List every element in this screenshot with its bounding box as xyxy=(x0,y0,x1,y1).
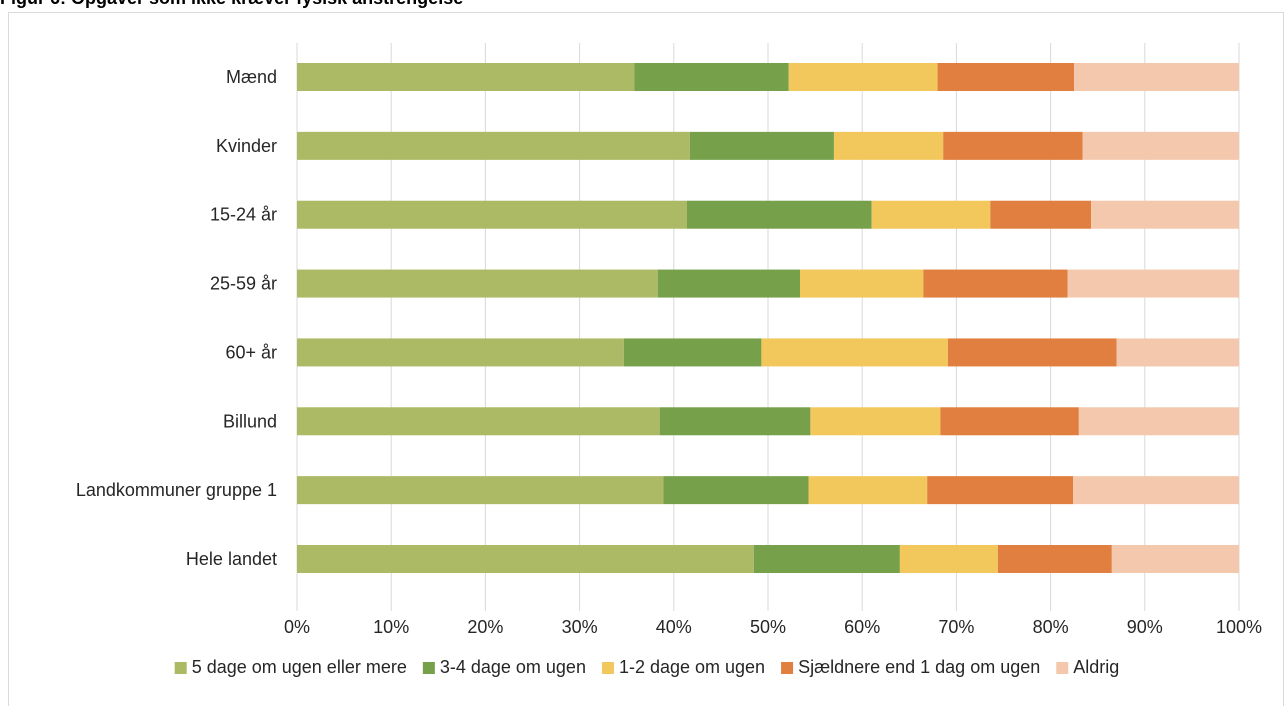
x-tick-label: 60% xyxy=(844,617,880,637)
x-tick-label: 0% xyxy=(284,617,310,637)
category-label: 25-59 år xyxy=(210,274,277,294)
bar-segment xyxy=(753,544,900,573)
bar-segment xyxy=(1078,407,1239,436)
legend-swatch xyxy=(601,662,614,674)
bar-segment xyxy=(997,544,1112,573)
bar-segment xyxy=(940,407,1079,436)
bar-segment xyxy=(1082,131,1239,160)
bar-segment xyxy=(297,338,624,367)
bar-segment xyxy=(947,338,1117,367)
x-tick-label: 20% xyxy=(467,617,503,637)
bar-segment xyxy=(899,544,998,573)
category-label: Kvinder xyxy=(216,136,277,156)
x-tick-labels: 0% 10% 20% 30% 40% 50% 60% 70% 80% 90% 100% xyxy=(284,617,1262,637)
bar-segment xyxy=(1067,269,1239,298)
bar-segment xyxy=(788,63,938,91)
bar-segment xyxy=(297,476,664,505)
bar-segment xyxy=(871,200,991,229)
bar-segment xyxy=(634,63,789,91)
bar-segment xyxy=(943,131,1083,160)
bar-segment xyxy=(990,200,1092,229)
legend-label: 3-4 dage om ugen xyxy=(440,657,586,677)
legend-label: Aldrig xyxy=(1073,657,1119,677)
category-labels: Mænd Kvinder 15-24 år 25-59 år 60+ år Billund… xyxy=(76,67,277,569)
bar-segment xyxy=(297,131,690,160)
bar-segment xyxy=(297,269,658,298)
bar-segment xyxy=(810,407,941,436)
x-tick-label: 70% xyxy=(938,617,974,637)
legend-label: 5 dage om ugen eller mere xyxy=(192,657,407,677)
category-label: Billund xyxy=(223,411,277,431)
legend: 5 dage om ugen eller mere 3-4 dage om uge… xyxy=(174,657,1119,677)
category-label: Hele landet xyxy=(186,549,277,569)
legend-item: 1-2 dage om ugen xyxy=(601,657,765,677)
bar-segment xyxy=(686,200,872,229)
bar-segment xyxy=(623,338,762,367)
bars xyxy=(297,63,1239,573)
x-tick-label: 80% xyxy=(1033,617,1069,637)
bar-segment xyxy=(663,476,809,505)
legend-item: Sjældnere end 1 dag om ugen xyxy=(781,657,1040,677)
x-tick-label: 100% xyxy=(1216,617,1262,637)
bar-segment xyxy=(1073,476,1239,505)
category-label: Landkommuner gruppe 1 xyxy=(76,480,277,500)
bar-segment xyxy=(659,407,811,436)
stacked-bar-chart: Mænd Kvinder 15-24 år 25-59 år 60+ år Billund… xyxy=(76,43,1262,677)
legend-swatch xyxy=(174,662,187,674)
legend-swatch xyxy=(422,662,435,674)
category-label: 15-24 år xyxy=(210,205,277,225)
legend-item: 5 dage om ugen eller mere xyxy=(174,657,407,677)
x-tick-label: 90% xyxy=(1127,617,1163,637)
chart-frame: Mænd Kvinder 15-24 år 25-59 år 60+ år Billund… xyxy=(8,12,1284,706)
bar-segment xyxy=(927,476,1074,505)
figure-title: Figur 6: Opgaver som ikke kræver fysisk … xyxy=(0,0,463,9)
x-tick-label: 40% xyxy=(656,617,692,637)
category-label: 60+ år xyxy=(225,342,277,362)
legend-swatch xyxy=(781,662,794,674)
bar-segment xyxy=(761,338,948,367)
bar-segment xyxy=(689,131,834,160)
bar-segment xyxy=(923,269,1068,298)
legend-label: Sjældnere end 1 dag om ugen xyxy=(798,657,1040,677)
bar-segment xyxy=(1091,200,1239,229)
bar-segment xyxy=(808,476,928,505)
bar-segment xyxy=(297,200,687,229)
bar-segment xyxy=(657,269,801,298)
legend-label: 1-2 dage om ugen xyxy=(619,657,765,677)
category-label: Mænd xyxy=(226,67,277,87)
x-tick-label: 50% xyxy=(750,617,786,637)
gridlines xyxy=(296,43,1240,611)
bar-segment xyxy=(937,63,1075,91)
x-tick-label: 30% xyxy=(562,617,598,637)
bar-segment xyxy=(297,407,660,436)
bar-segment xyxy=(833,131,944,160)
x-tick-label: 10% xyxy=(373,617,409,637)
legend-swatch xyxy=(1056,662,1069,674)
bar-segment xyxy=(1111,544,1239,573)
legend-item: 3-4 dage om ugen xyxy=(422,657,586,677)
bar-segment xyxy=(297,544,754,573)
bar-segment xyxy=(1116,338,1239,367)
bar-segment xyxy=(800,269,924,298)
legend-item: Aldrig xyxy=(1056,657,1119,677)
bar-segment xyxy=(297,63,635,91)
bar-segment xyxy=(1074,63,1239,91)
